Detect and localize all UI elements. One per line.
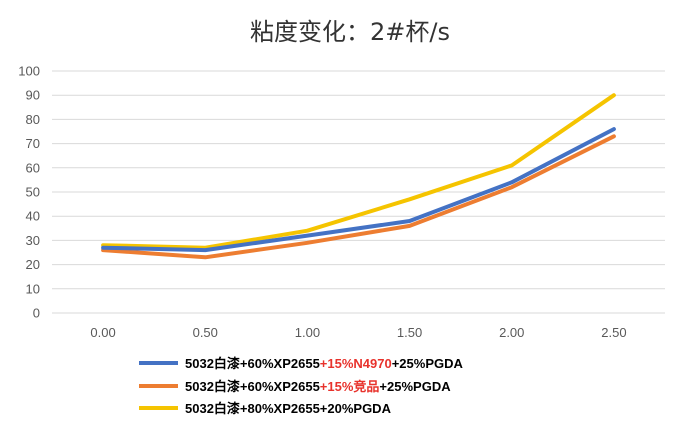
- x-tick-label: 1.00: [295, 325, 320, 340]
- legend-label: 5032白漆+60%XP2655+15%N4970+25%PGDA: [185, 356, 464, 371]
- legend-text-part: 5032白漆+60%XP2655: [185, 356, 320, 371]
- y-tick-label: 0: [33, 306, 40, 321]
- legend-text-part: 5032白漆+80%XP2655+20%PGDA: [185, 401, 392, 416]
- x-tick-label: 2.50: [601, 325, 626, 340]
- legend-highlight-text: +15%竞品: [320, 379, 380, 394]
- y-tick-label: 80: [26, 112, 40, 127]
- x-tick-label: 0.50: [193, 325, 218, 340]
- y-tick-label: 70: [26, 136, 40, 151]
- gridlines: [52, 70, 665, 314]
- chart-title: 粘度变化：2#杯/s: [250, 18, 450, 46]
- y-tick-label: 100: [18, 64, 40, 79]
- y-tick-label: 20: [26, 257, 40, 272]
- legend-text-part: +25%PGDA: [379, 379, 451, 394]
- x-axis-ticks: 0.00 0.50 1.00 1.50 2.00 2.50: [90, 325, 626, 340]
- legend-text-part: +25%PGDA: [392, 356, 464, 371]
- y-tick-label: 90: [26, 88, 40, 103]
- y-axis-ticks: 0 10 20 30 40 50 60 70 80 90 100: [18, 64, 40, 321]
- series-lines: [101, 93, 616, 260]
- x-tick-label: 2.00: [499, 325, 524, 340]
- series-line: [101, 134, 616, 260]
- y-tick-label: 40: [26, 209, 40, 224]
- legend-highlight-text: +15%N4970: [320, 356, 392, 371]
- legend-label: 5032白漆+60%XP2655+15%竞品+25%PGDA: [185, 379, 451, 394]
- x-tick-label: 1.50: [397, 325, 422, 340]
- y-tick-label: 50: [26, 185, 40, 200]
- x-tick-label: 0.00: [90, 325, 115, 340]
- y-tick-label: 30: [26, 233, 40, 248]
- legend-label: 5032白漆+80%XP2655+20%PGDA: [185, 401, 392, 416]
- y-tick-label: 60: [26, 160, 40, 175]
- legend-text-part: 5032白漆+60%XP2655: [185, 379, 320, 394]
- legend: 5032白漆+60%XP2655+15%N4970+25%PGDA5032白漆+…: [139, 356, 464, 416]
- y-tick-label: 10: [26, 281, 40, 296]
- series-line: [101, 127, 616, 253]
- series-line: [101, 93, 616, 250]
